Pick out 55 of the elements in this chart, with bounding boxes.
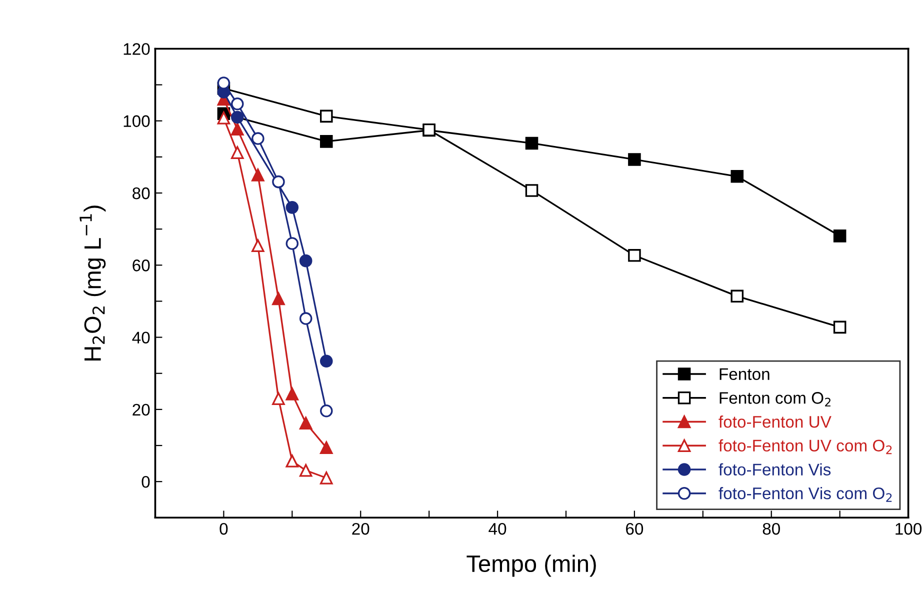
y-tick-label: 60 bbox=[132, 260, 150, 272]
legend-label: Fenton com O$_{2}$ bbox=[720, 392, 830, 406]
legend-label: foto-Fenton Vis bbox=[718, 463, 831, 476]
legend-label: foto-Fenton Vis com O$_{2}$ bbox=[718, 487, 892, 502]
point bbox=[252, 239, 264, 252]
y-axis-title: H$_{2}$O$_{2}$ (mg L$^{−1}$) bbox=[80, 206, 106, 360]
point bbox=[272, 292, 285, 306]
point bbox=[252, 168, 264, 182]
y-tick-label: 0 bbox=[142, 476, 150, 488]
point bbox=[299, 312, 312, 325]
point bbox=[320, 472, 333, 484]
point bbox=[272, 392, 285, 406]
x-tick-label: 60 bbox=[626, 522, 644, 535]
point bbox=[286, 388, 299, 400]
point bbox=[230, 146, 244, 159]
y-tick-label: 100 bbox=[124, 115, 150, 128]
point bbox=[833, 320, 846, 334]
x-tick-label: 100 bbox=[896, 522, 922, 535]
point bbox=[272, 175, 285, 188]
legend-label: Fenton bbox=[720, 368, 770, 380]
point bbox=[730, 290, 744, 303]
point bbox=[525, 136, 538, 150]
point bbox=[230, 98, 244, 110]
y-tick-label: 80 bbox=[132, 187, 150, 200]
x-tick-label: 0 bbox=[220, 522, 228, 535]
legend-label: foto-Fenton UV com O$_{2}$ bbox=[718, 439, 892, 454]
point bbox=[833, 230, 846, 242]
y-tick-label: 20 bbox=[132, 404, 150, 416]
point bbox=[230, 110, 244, 124]
y-tick-label: 40 bbox=[132, 332, 150, 344]
point bbox=[628, 153, 641, 166]
point bbox=[628, 249, 641, 262]
point bbox=[299, 254, 312, 268]
point bbox=[320, 354, 333, 368]
legend-label: foto-Fenton UV bbox=[718, 416, 832, 428]
point bbox=[299, 416, 312, 430]
point bbox=[730, 170, 744, 183]
point bbox=[286, 201, 299, 214]
point bbox=[299, 464, 312, 477]
x-axis-title: Tempo (min) bbox=[466, 554, 596, 577]
point bbox=[286, 237, 299, 250]
y-tick-label: 120 bbox=[124, 43, 150, 55]
point bbox=[217, 112, 230, 124]
x-tick-label: 80 bbox=[762, 522, 780, 535]
point bbox=[320, 404, 333, 418]
point bbox=[252, 132, 264, 145]
point bbox=[320, 135, 333, 148]
point bbox=[217, 76, 230, 90]
x-tick-label: 40 bbox=[488, 522, 506, 535]
x-tick-label: 20 bbox=[352, 522, 370, 535]
point bbox=[230, 122, 244, 136]
point bbox=[286, 454, 299, 468]
point bbox=[320, 441, 333, 454]
point bbox=[320, 110, 333, 123]
point bbox=[525, 184, 538, 197]
